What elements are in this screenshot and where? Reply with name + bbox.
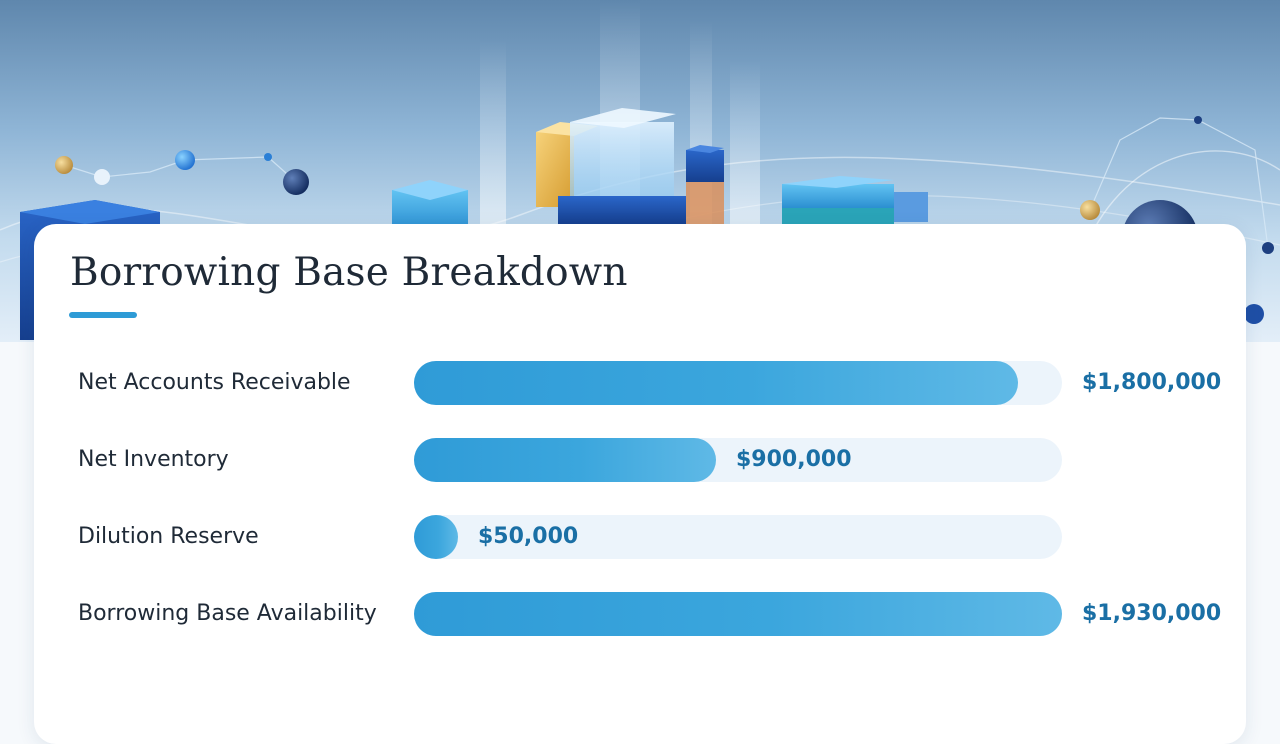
bar-fill xyxy=(414,438,716,482)
bar-label: Net Inventory xyxy=(78,447,229,472)
bar-fill xyxy=(414,592,1062,636)
bar-label: Borrowing Base Availability xyxy=(78,601,377,626)
bar-row: Borrowing Base Availability $1,930,000 xyxy=(34,592,1246,636)
bar-fill xyxy=(414,361,1018,405)
bar-value-label: $1,930,000 xyxy=(1082,601,1222,626)
bar-row: Dilution Reserve $50,000 xyxy=(34,515,1246,559)
title-underline-accent xyxy=(69,312,137,318)
bar-track xyxy=(414,361,1062,405)
bar-row: Net Accounts Receivable $1,800,000 xyxy=(34,361,1246,405)
bar-track xyxy=(414,438,1062,482)
bar-label: Net Accounts Receivable xyxy=(78,370,351,395)
bar-value-label: $50,000 xyxy=(478,524,579,549)
page-title: Borrowing Base Breakdown xyxy=(70,250,628,295)
bar-track xyxy=(414,592,1062,636)
bar-value-label: $900,000 xyxy=(736,447,852,472)
content-card: Borrowing Base Breakdown Net Accounts Re… xyxy=(34,224,1246,744)
bar-value-label: $1,800,000 xyxy=(1082,370,1222,395)
bar-track xyxy=(414,515,1062,559)
bar-row: Net Inventory $900,000 xyxy=(34,438,1246,482)
bar-fill xyxy=(414,515,458,559)
bar-label: Dilution Reserve xyxy=(78,524,259,549)
